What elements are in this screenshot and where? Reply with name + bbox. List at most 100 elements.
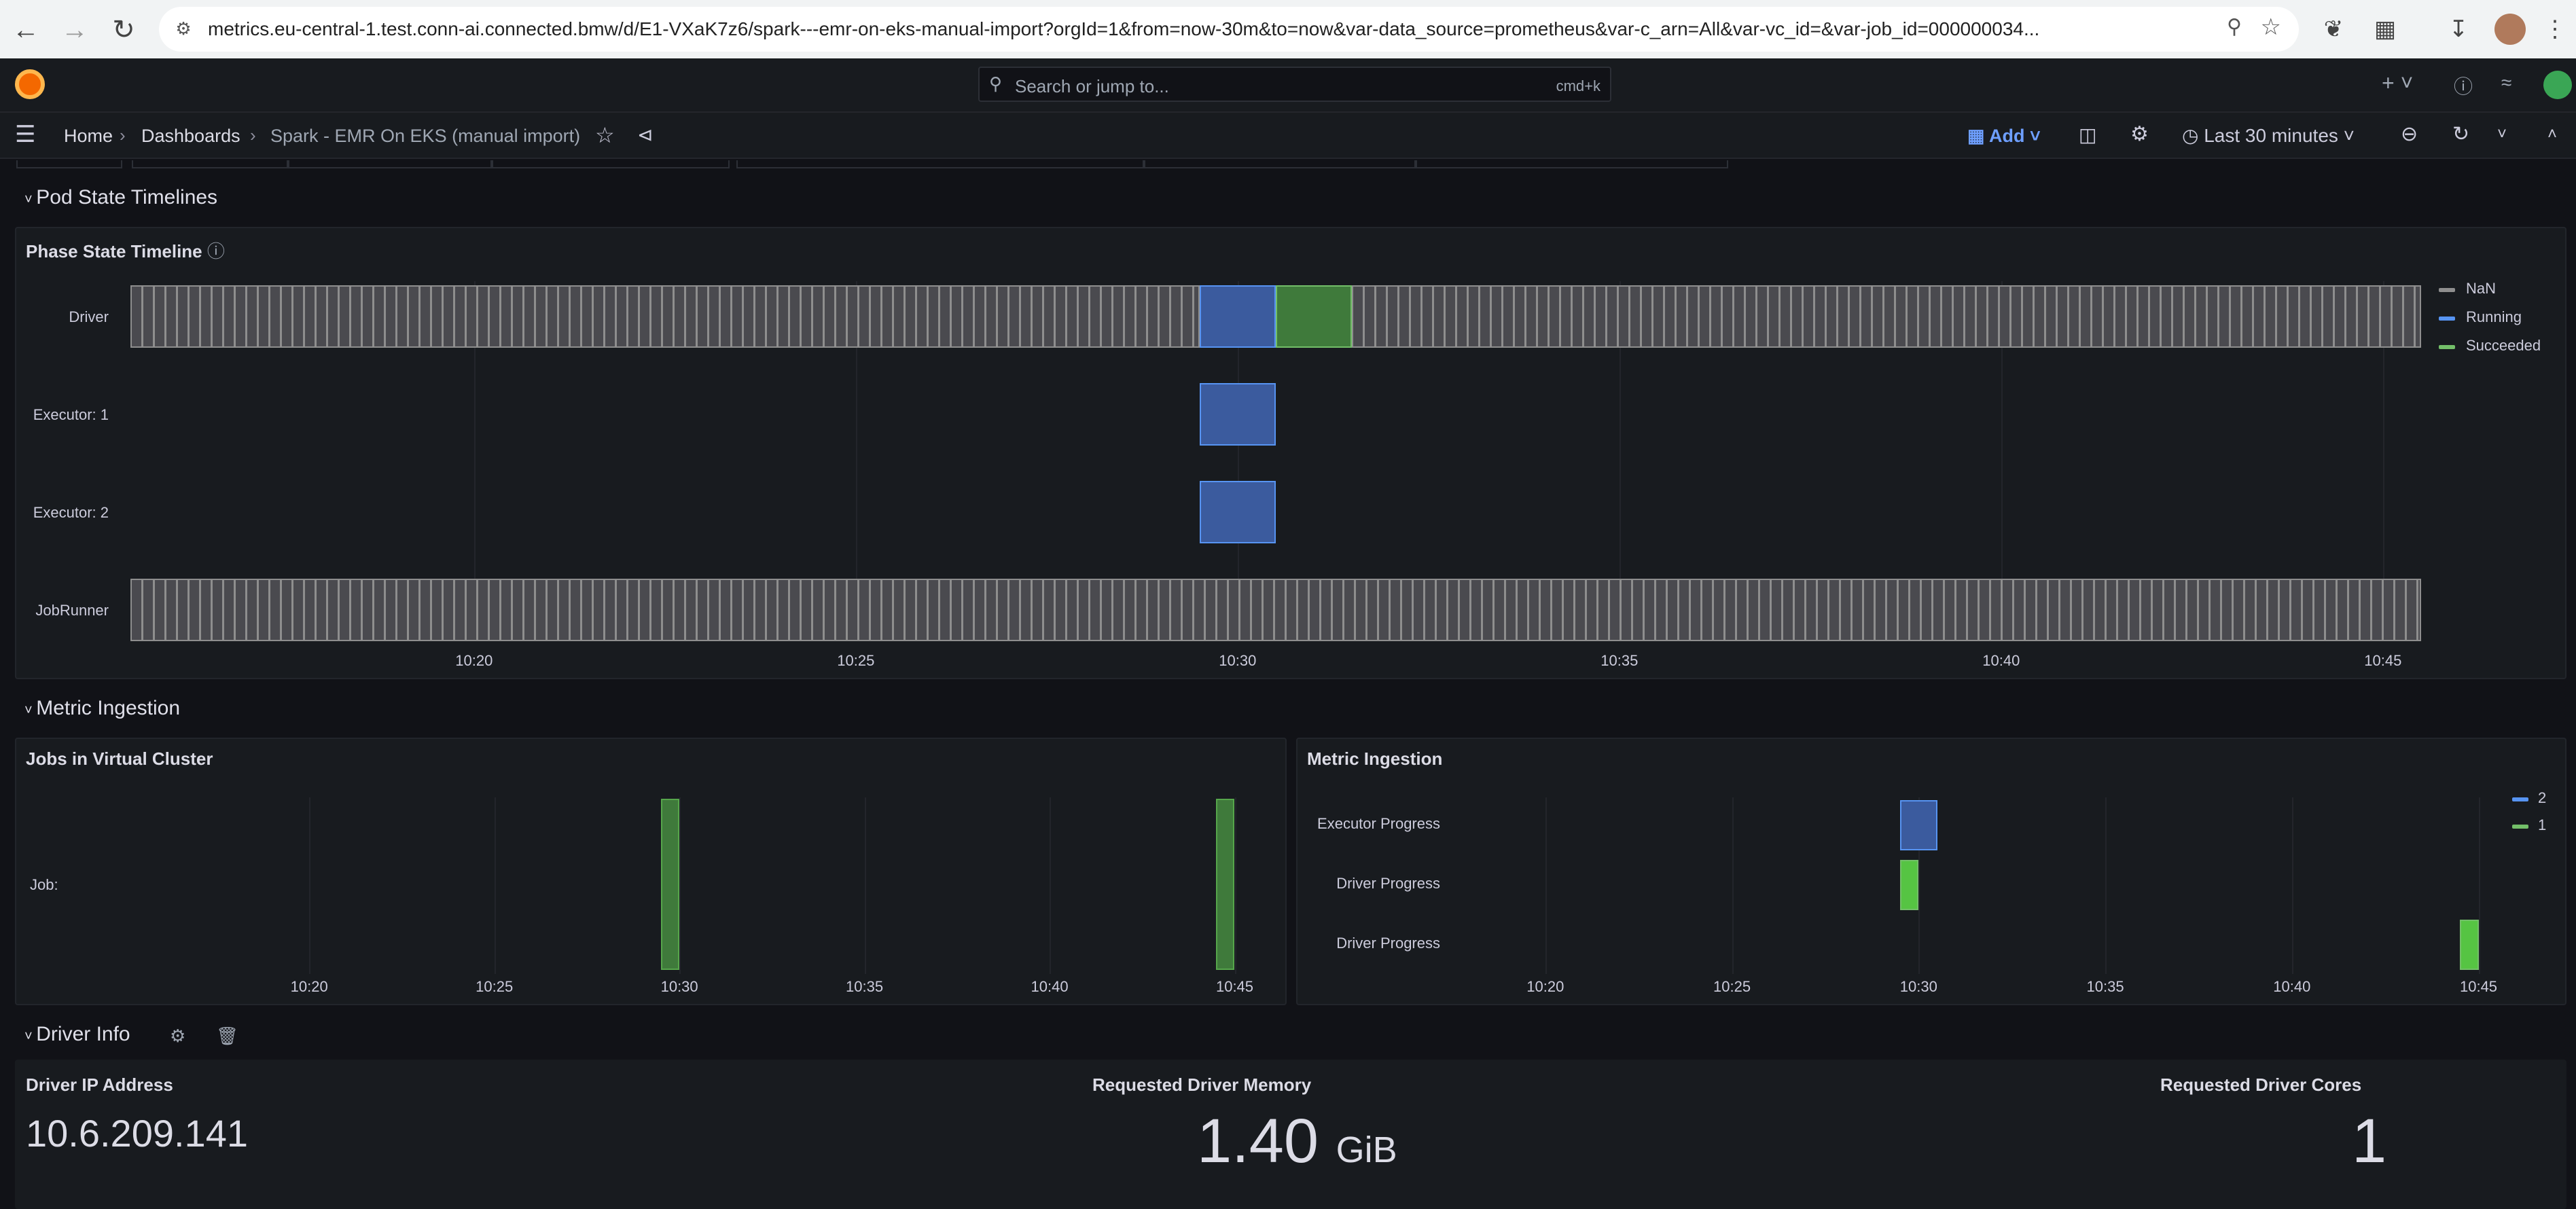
new-plus-icon[interactable]: + ˅	[2382, 71, 2414, 95]
address-bar[interactable]: ⚙ metrics.eu-central-1.test.conn-ai.conn…	[159, 7, 2299, 52]
url-text[interactable]: metrics.eu-central-1.test.conn-ai.connec…	[208, 18, 2040, 39]
search-placeholder: Search or jump to...	[1015, 76, 1169, 96]
x-tick-label: 10:30	[660, 978, 698, 995]
row-metric-ingestion[interactable]: ˅ Metric Ingestion	[24, 697, 180, 720]
ingestion-bar	[1899, 800, 1937, 850]
gridline	[2105, 797, 2107, 974]
row-collapse-chevron-icon: ˅	[24, 1029, 37, 1044]
row-driver-info[interactable]: ˅ Driver Info	[24, 1023, 130, 1046]
ingestion-bar	[2460, 920, 2479, 970]
browser-menu-icon[interactable]: ⋮	[2543, 16, 2566, 42]
x-tick-label: 10:40	[1031, 978, 1069, 995]
driver-ip-title: Driver IP Address	[26, 1075, 173, 1095]
legend-swatch	[2439, 345, 2455, 349]
driver-memory-title: Requested Driver Memory	[1092, 1075, 1312, 1095]
row-title-label: Metric Ingestion	[36, 697, 181, 719]
x-tick-label: 10:40	[1982, 652, 2020, 669]
search-input[interactable]: ⚲ Search or jump to... cmd+k	[978, 67, 1611, 102]
extension-icon[interactable]: ❦	[2323, 16, 2344, 42]
timeline-segment-nan	[130, 285, 1200, 348]
zoom-out-icon[interactable]: ⊖	[2401, 123, 2418, 145]
legend-label: NaN	[2466, 280, 2497, 297]
search-icon: ⚲	[989, 73, 1003, 94]
bookmark-star-icon[interactable]: ☆	[2260, 14, 2281, 40]
back-icon[interactable]: ←	[12, 14, 39, 45]
row-title-label: Driver Info	[36, 1023, 130, 1045]
row-collapse-chevron-icon: ˅	[24, 192, 37, 207]
panel-title[interactable]: Metric Ingestion	[1307, 748, 1443, 769]
settings-gear-icon[interactable]: ⚙	[2130, 123, 2149, 145]
gridline	[309, 797, 311, 974]
legend-label: 2	[2538, 789, 2547, 806]
driver-info-panels: Driver IP Address 10.6.209.141 Requested…	[15, 1060, 2566, 1209]
help-icon[interactable]: ⓘ	[2454, 76, 2473, 97]
panel-title-label: Phase State Timeline	[26, 241, 202, 261]
memory-number: 1.40	[1197, 1106, 1319, 1176]
favorite-star-icon[interactable]: ☆	[595, 123, 615, 147]
timeline-segment-nan	[130, 579, 2421, 641]
profile-avatar[interactable]	[2494, 14, 2526, 45]
row-label: JobRunner	[35, 602, 109, 619]
memory-unit: GiB	[1336, 1130, 1397, 1170]
breadcrumb-dashboards[interactable]: Dashboards	[141, 126, 240, 146]
gridline	[1237, 281, 1239, 634]
legend-swatch	[2512, 825, 2528, 829]
share-icon[interactable]: ⊲	[637, 124, 654, 145]
gridline	[1050, 797, 1052, 974]
time-picker-button[interactable]: ◷ Last 30 minutes ˅	[2182, 125, 2355, 146]
puzzle-icon[interactable]: ▦	[2374, 16, 2397, 42]
row-label: Driver Progress	[1336, 875, 1440, 892]
site-info-icon[interactable]: ⚙	[175, 18, 192, 39]
x-tick-label: 10:35	[846, 978, 884, 995]
gridline	[1918, 797, 1920, 974]
row-delete-trash-icon[interactable]: 🗑	[216, 1026, 239, 1046]
x-tick-label: 10:45	[2364, 652, 2402, 669]
x-tick-label: 10:35	[1600, 652, 1639, 669]
download-icon[interactable]: ↧	[2448, 16, 2469, 42]
timeline-segment-running	[1199, 285, 1276, 348]
row-settings-gear-icon[interactable]: ⚙	[170, 1026, 186, 1046]
x-tick-label: 10:30	[1219, 652, 1257, 669]
job-bar	[660, 799, 680, 970]
driver-cores-title: Requested Driver Cores	[2160, 1075, 2362, 1095]
gridline	[2382, 281, 2384, 634]
add-button[interactable]: ▦ Add ˅	[1967, 126, 2041, 146]
grafana-topbar: ⚲ Search or jump to... cmd+k + ˅ ⓘ ≈	[0, 58, 2576, 113]
user-avatar[interactable]	[2543, 71, 2572, 99]
grafana-logo-icon[interactable]	[15, 69, 45, 99]
menu-hamburger-icon[interactable]: ☰	[15, 122, 36, 147]
row-pod-state-timelines[interactable]: ˅ Pod State Timelines	[24, 186, 217, 209]
ingestion-plot-area: 10:20 10:25 10:30 10:35 10:40 10:45 Executor P…	[1298, 739, 2568, 1007]
breadcrumb-home[interactable]: Home	[64, 126, 113, 146]
forward-icon[interactable]: →	[61, 14, 88, 45]
timeline-segment-nan	[1352, 285, 2421, 348]
gridline	[473, 281, 476, 634]
news-rss-icon[interactable]: ≈	[2501, 72, 2512, 93]
row-collapse-chevron-icon: ˅	[24, 703, 37, 718]
x-tick-label: 10:40	[2273, 978, 2311, 995]
collapse-chevron-up-icon[interactable]: ˄	[2547, 125, 2558, 143]
gridline	[2001, 281, 2003, 634]
panel-title[interactable]: Phase State Timeline ⓘ	[26, 238, 225, 263]
row-title-label: Pod State Timelines	[36, 186, 218, 209]
gridline	[1545, 797, 1547, 974]
phase-state-timeline-panel: Phase State Timeline ⓘ Driver Executor: 1…	[15, 227, 2566, 679]
driver-ip-value: 10.6.209.141	[26, 1112, 248, 1155]
legend-swatch	[2439, 317, 2455, 321]
refresh-interval-chevron-icon[interactable]: ˅	[2497, 125, 2507, 143]
x-tick-label: 10:25	[837, 652, 875, 669]
job-bar	[1216, 799, 1235, 970]
refresh-icon[interactable]: ↻	[2452, 123, 2470, 145]
panel-title[interactable]: Jobs in Virtual Cluster	[26, 748, 213, 769]
add-panel-icon: ▦	[1967, 126, 1990, 146]
breadcrumb-separator-icon: ›	[120, 125, 126, 145]
row-label: Driver	[69, 308, 109, 325]
info-icon[interactable]: ⓘ	[207, 241, 225, 261]
reload-icon[interactable]: ↻	[112, 15, 135, 45]
zoom-icon[interactable]: ⚲	[2227, 16, 2242, 38]
gridline	[1732, 797, 1734, 974]
driver-cores-value: 1	[2352, 1106, 2387, 1176]
gridline	[2478, 797, 2480, 974]
save-icon[interactable]: ◫	[2079, 124, 2097, 145]
timeline-segment-succeeded	[1276, 285, 1353, 348]
